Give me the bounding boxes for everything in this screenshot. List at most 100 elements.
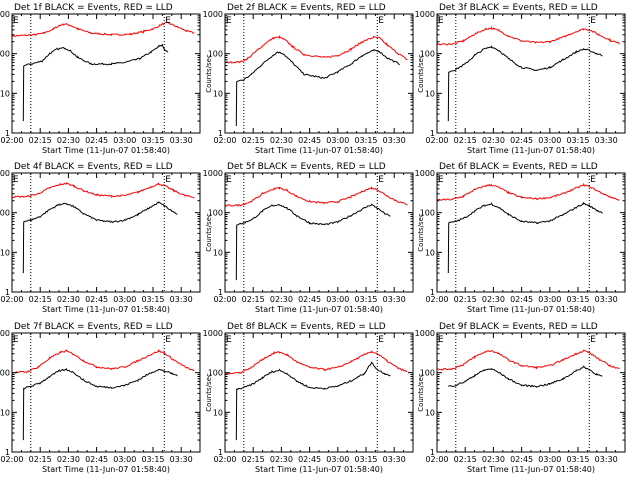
y-tick-label: 100 [0,369,10,378]
x-tick-label: 02:30 [482,295,505,304]
y-tick-label: 100 [420,369,435,378]
x-tick-label: 02:15 [242,455,265,464]
chart-title: Det 7f BLACK = Events, RED = LLD [14,322,173,332]
y-tick-label: 1000 [415,169,435,178]
x-tick-label: 02:00 [425,136,448,145]
x-tick-label: 03:30 [383,295,406,304]
x-tick-label: 02:45 [510,455,533,464]
chart-panel-2: Det 2f BLACK = Events, RED = LLD E E 02:00 0… [203,3,414,155]
chart-panel-4: Det 4f BLACK = Events, RED = LLD E E 02:00 0… [0,162,201,314]
y-tick-label: 1 [5,288,10,297]
chart-panel-3: Det 3f BLACK = Events, RED = LLD E E 02:00 0… [415,3,626,155]
y-tick-label: 100 [420,50,435,59]
chart-panel-5: Det 5f BLACK = Events, RED = LLD E E 02:00 0… [203,162,414,314]
x-tick-label: 02:00 [0,455,23,464]
x-axis-label: Start Time (11-Jun-07 01:58:40) [255,146,383,155]
chart-title: Det 6f BLACK = Events, RED = LLD [439,162,598,172]
x-tick-label: 03:00 [113,455,136,464]
y-tick-label: 10 [213,408,223,417]
event-marker-label: E [226,335,232,345]
x-tick-label: 03:30 [170,455,193,464]
chart-panel-8: Det 8f BLACK = Events, RED = LLD E E 02:00 0… [203,322,414,474]
y-tick-label: 1000 [203,169,223,178]
x-axis-label: Start Time (11-Jun-07 01:58:40) [467,146,595,155]
chart-panel-9: Det 9f BLACK = Events, RED = LLD E E 02:00 0… [415,322,626,474]
y-tick-label: 1 [218,129,223,138]
x-tick-label: 02:15 [454,455,477,464]
x-tick-label: 03:15 [141,136,164,145]
y-tick-label: 1 [430,288,435,297]
x-tick-label: 03:00 [326,136,349,145]
x-tick-label: 03:00 [113,136,136,145]
y-tick-label: 1000 [0,329,10,338]
x-tick-label: 02:45 [510,136,533,145]
x-tick-label: 03:30 [595,136,618,145]
x-tick-label: 03:00 [538,295,561,304]
y-tick-label: 100 [208,209,223,218]
x-tick-label: 02:15 [29,136,52,145]
y-tick-label: 1000 [0,10,10,19]
chart-title: Det 9f BLACK = Events, RED = LLD [439,322,598,332]
x-tick-label: 02:30 [482,455,505,464]
lld-series-line [224,186,408,207]
x-tick-label: 03:30 [383,455,406,464]
x-tick-label: 02:30 [270,136,293,145]
x-tick-label: 03:00 [538,455,561,464]
y-tick-label: 1000 [203,10,223,19]
lld-series-line [436,26,620,46]
x-tick-label: 02:30 [270,455,293,464]
x-tick-label: 02:45 [85,136,108,145]
x-tick-label: 03:30 [170,295,193,304]
x-tick-label: 03:15 [566,136,589,145]
x-tick-label: 02:30 [57,136,80,145]
x-tick-label: 02:45 [510,295,533,304]
y-tick-label: 1 [5,129,10,138]
x-tick-label: 02:30 [482,136,505,145]
y-axis-label: Counts/sec [417,213,425,252]
x-tick-label: 02:15 [242,295,265,304]
x-tick-label: 02:00 [213,295,236,304]
chart-title: Det 8f BLACK = Events, RED = LLD [227,322,386,332]
lld-series-line [11,182,195,199]
x-axis-label: Start Time (11-Jun-07 01:58:40) [42,305,170,314]
chart-title: Det 5f BLACK = Events, RED = LLD [227,162,386,172]
x-tick-label: 03:00 [326,455,349,464]
x-tick-label: 02:15 [29,295,52,304]
x-axis-label: Start Time (11-Jun-07 01:58:40) [467,305,595,314]
x-tick-label: 02:00 [0,136,23,145]
event-marker-label: E [590,175,596,185]
x-tick-label: 03:30 [595,455,618,464]
x-tick-label: 02:45 [85,455,108,464]
y-tick-label: 1 [430,129,435,138]
x-tick-label: 03:15 [566,455,589,464]
event-marker-label: E [378,175,384,185]
y-tick-label: 10 [0,89,10,98]
y-tick-label: 1000 [203,329,223,338]
y-tick-label: 10 [213,89,223,98]
plot-frame [11,332,201,453]
y-tick-label: 10 [425,248,435,257]
y-tick-label: 1000 [415,10,435,19]
x-tick-label: 03:15 [354,295,377,304]
y-axis-label: Counts/sec [205,213,213,252]
chart-panel-7: Det 7f BLACK = Events, RED = LLD E E 02:00 0… [0,322,201,474]
events-series-line [235,361,391,441]
events-series-line [22,43,169,122]
y-axis-label: Counts/sec [417,54,425,93]
x-tick-label: 03:00 [326,295,349,304]
event-marker-label: E [438,335,444,345]
event-marker-label: E [378,16,384,26]
event-marker-label: E [226,175,232,185]
y-tick-label: 10 [425,408,435,417]
plot-frame [11,13,201,134]
chart-title: Det 1f BLACK = Events, RED = LLD [14,3,173,13]
x-tick-label: 02:15 [29,455,52,464]
chart-panel-6: Det 6f BLACK = Events, RED = LLD E E 02:00 0… [415,162,626,314]
event-marker-label: E [165,175,171,185]
x-tick-label: 02:45 [298,455,321,464]
plot-frame [224,13,414,134]
event-marker-label: E [590,16,596,26]
x-tick-label: 03:00 [113,295,136,304]
lld-series-line [436,349,620,371]
